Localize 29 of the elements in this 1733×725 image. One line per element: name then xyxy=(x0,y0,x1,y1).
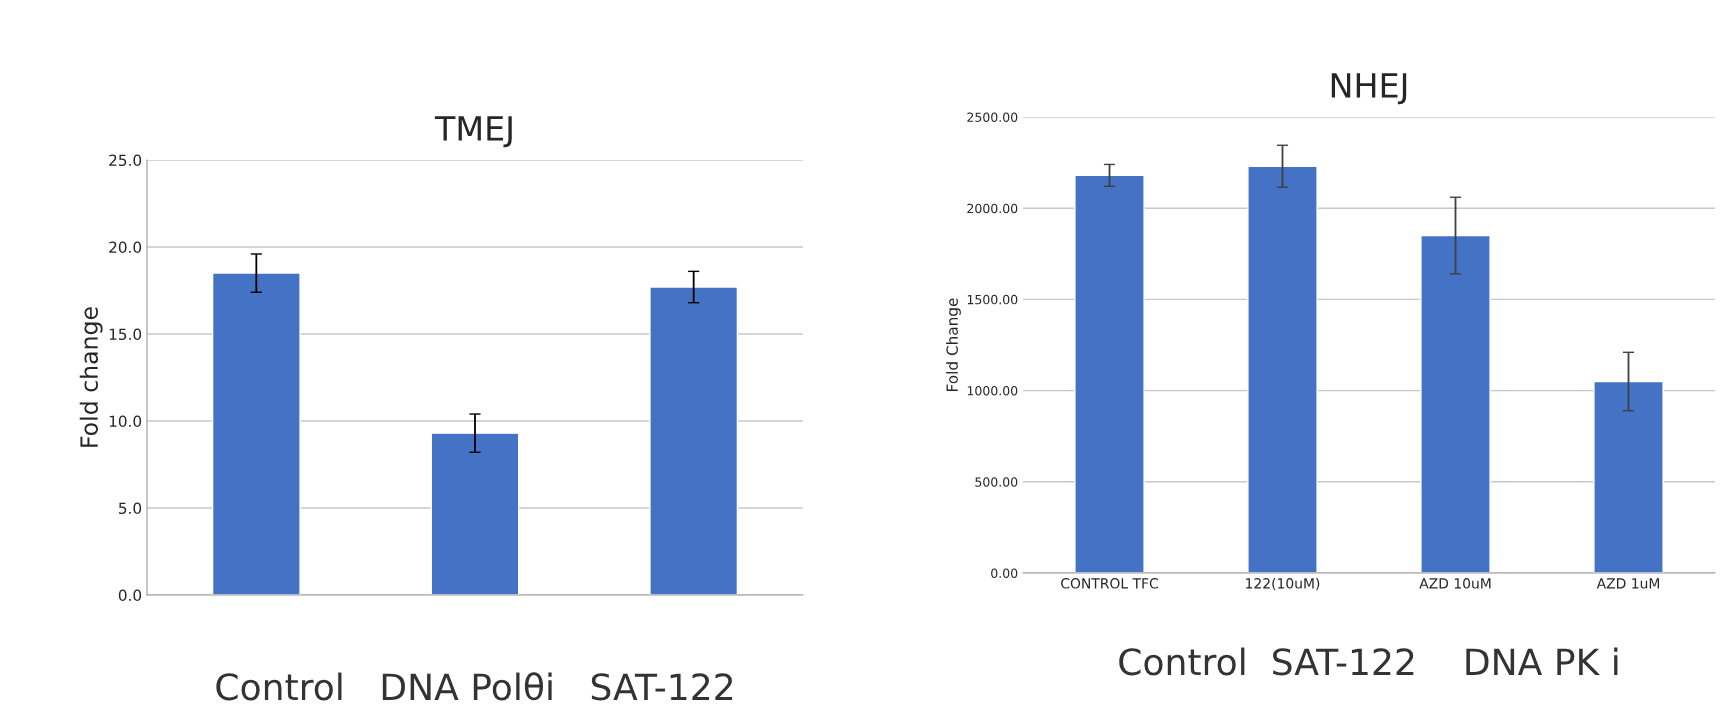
y-tick-label: 25.0 xyxy=(109,154,142,167)
y-tick-label: 2500.00 xyxy=(967,112,1018,122)
y-tick-label: 20.0 xyxy=(109,241,142,254)
x-tick-label: AZD 10uM xyxy=(1419,578,1491,589)
bar xyxy=(211,272,301,595)
bar xyxy=(649,286,739,595)
text: Control DNA Polθi SAT-122 xyxy=(216,672,733,701)
y-tick-label: 0.00 xyxy=(991,568,1018,578)
y-tick-label: 1000.00 xyxy=(967,386,1018,396)
text: Control SAT-122 DNA PK i xyxy=(1119,647,1618,676)
x-tick-label: CONTROL TFC xyxy=(1061,578,1158,589)
y-tick-label: 500.00 xyxy=(975,477,1018,487)
y-tick-label: 15.0 xyxy=(109,328,142,341)
y-tick-label: 1500.00 xyxy=(967,294,1018,305)
chart-title: NHEJ xyxy=(1331,73,1407,105)
y-axis-title: Fold change xyxy=(79,307,103,447)
y-axis-title: Fold Change xyxy=(946,298,961,391)
bar xyxy=(430,432,520,595)
bar xyxy=(1420,234,1491,573)
y-tick-label: 5.0 xyxy=(119,502,142,515)
bar xyxy=(1593,380,1664,573)
y-tick-label: 0.0 xyxy=(118,589,142,602)
chart-title: TMEJ xyxy=(434,116,512,148)
bar xyxy=(1247,165,1318,573)
y-tick-label: 10.0 xyxy=(109,415,142,428)
x-tick-label: 122(10uM) xyxy=(1246,577,1320,591)
y-tick-label: 2000.00 xyxy=(967,203,1018,214)
bar xyxy=(1074,174,1145,573)
x-tick-label: AZD 1uM xyxy=(1596,578,1660,589)
